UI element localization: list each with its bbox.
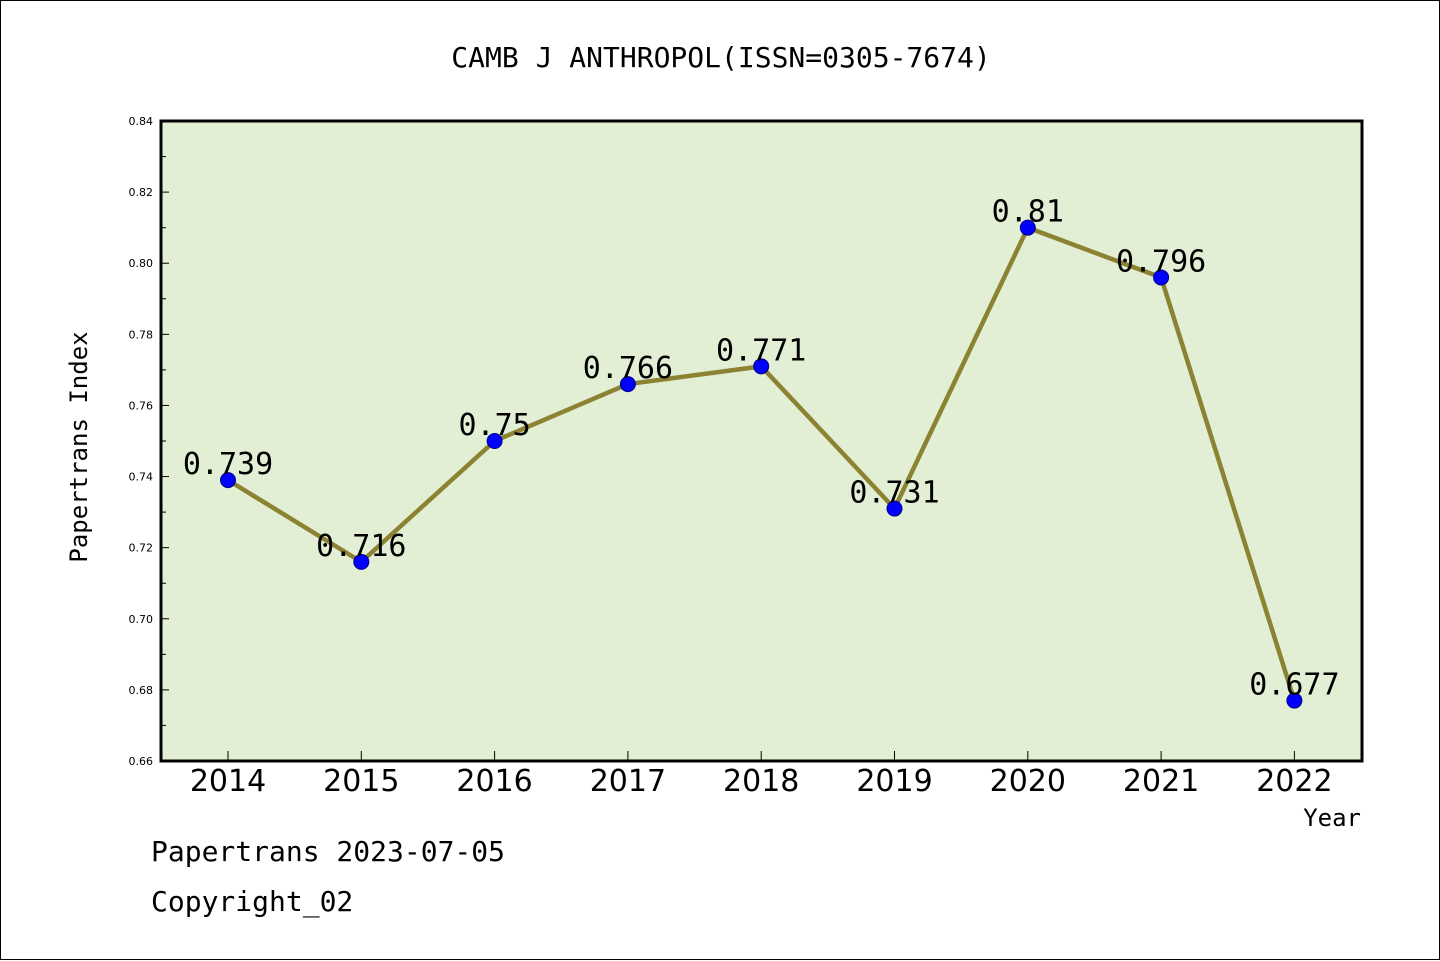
data-label: 0.796 [1116, 244, 1206, 279]
x-tick-label: 2014 [190, 764, 266, 799]
data-point [1153, 269, 1170, 286]
data-point [220, 472, 236, 489]
x-tick-label: 2022 [1256, 764, 1332, 799]
data-point [1019, 219, 1036, 236]
data-point [619, 376, 636, 393]
x-tick-label: 2017 [590, 764, 666, 799]
x-axis: 2014 2015 2016 2017 2018 2019 2020 2021 2022 [190, 751, 1333, 799]
data-point [486, 433, 503, 449]
data-label: 0.766 [583, 351, 673, 386]
y-axis-label: Papertrans Index [65, 331, 93, 562]
y-tick-label: 0.70 [129, 613, 154, 626]
data-point [1286, 692, 1303, 709]
y-tick-label: 0.72 [129, 542, 154, 555]
x-tick-label: 2021 [1123, 764, 1199, 799]
data-label: 0.81 [992, 195, 1064, 230]
data-point [886, 500, 903, 517]
y-tick-label: 0.82 [129, 186, 154, 199]
data-label: 0.716 [316, 529, 406, 564]
data-label: 0.75 [458, 408, 530, 443]
footer-copyright: Copyright_02 [151, 885, 354, 918]
data-label: 0.677 [1249, 668, 1339, 703]
data-label: 0.731 [849, 476, 939, 511]
y-tick-label: 0.76 [129, 399, 154, 412]
x-tick-label: 2020 [990, 764, 1066, 799]
y-tick-label: 0.80 [129, 257, 154, 270]
data-labels: 0.739 0.716 0.75 0.766 0.771 0.731 0.81 0.796 0.… [183, 195, 1340, 703]
data-point [753, 358, 770, 375]
y-tick-label: 0.68 [129, 684, 154, 697]
plot-area [159, 119, 1364, 763]
y-tick-label: 0.78 [129, 328, 154, 341]
x-tick-label: 2018 [723, 764, 799, 799]
x-axis-label: Year [1303, 804, 1361, 832]
x-tick-label: 2016 [456, 764, 532, 799]
y-axis: 0.66 0.68 0.70 0.72 0.74 0.76 0.78 0.80 0.82 0.84 [129, 115, 169, 768]
y-tick-label: 0.84 [129, 115, 154, 128]
chart-title: CAMB J ANTHROPOL(ISSN=0305-7674) [451, 41, 990, 74]
data-label: 0.771 [716, 333, 806, 368]
data-markers [220, 219, 1303, 709]
y-tick-label: 0.74 [129, 471, 154, 484]
data-label: 0.739 [183, 447, 273, 482]
x-tick-label: 2015 [323, 764, 399, 799]
y-tick-label: 0.66 [129, 755, 154, 768]
x-tick-label: 2019 [856, 764, 932, 799]
footer-date: Papertrans 2023-07-05 [151, 835, 506, 868]
data-point [353, 553, 370, 570]
